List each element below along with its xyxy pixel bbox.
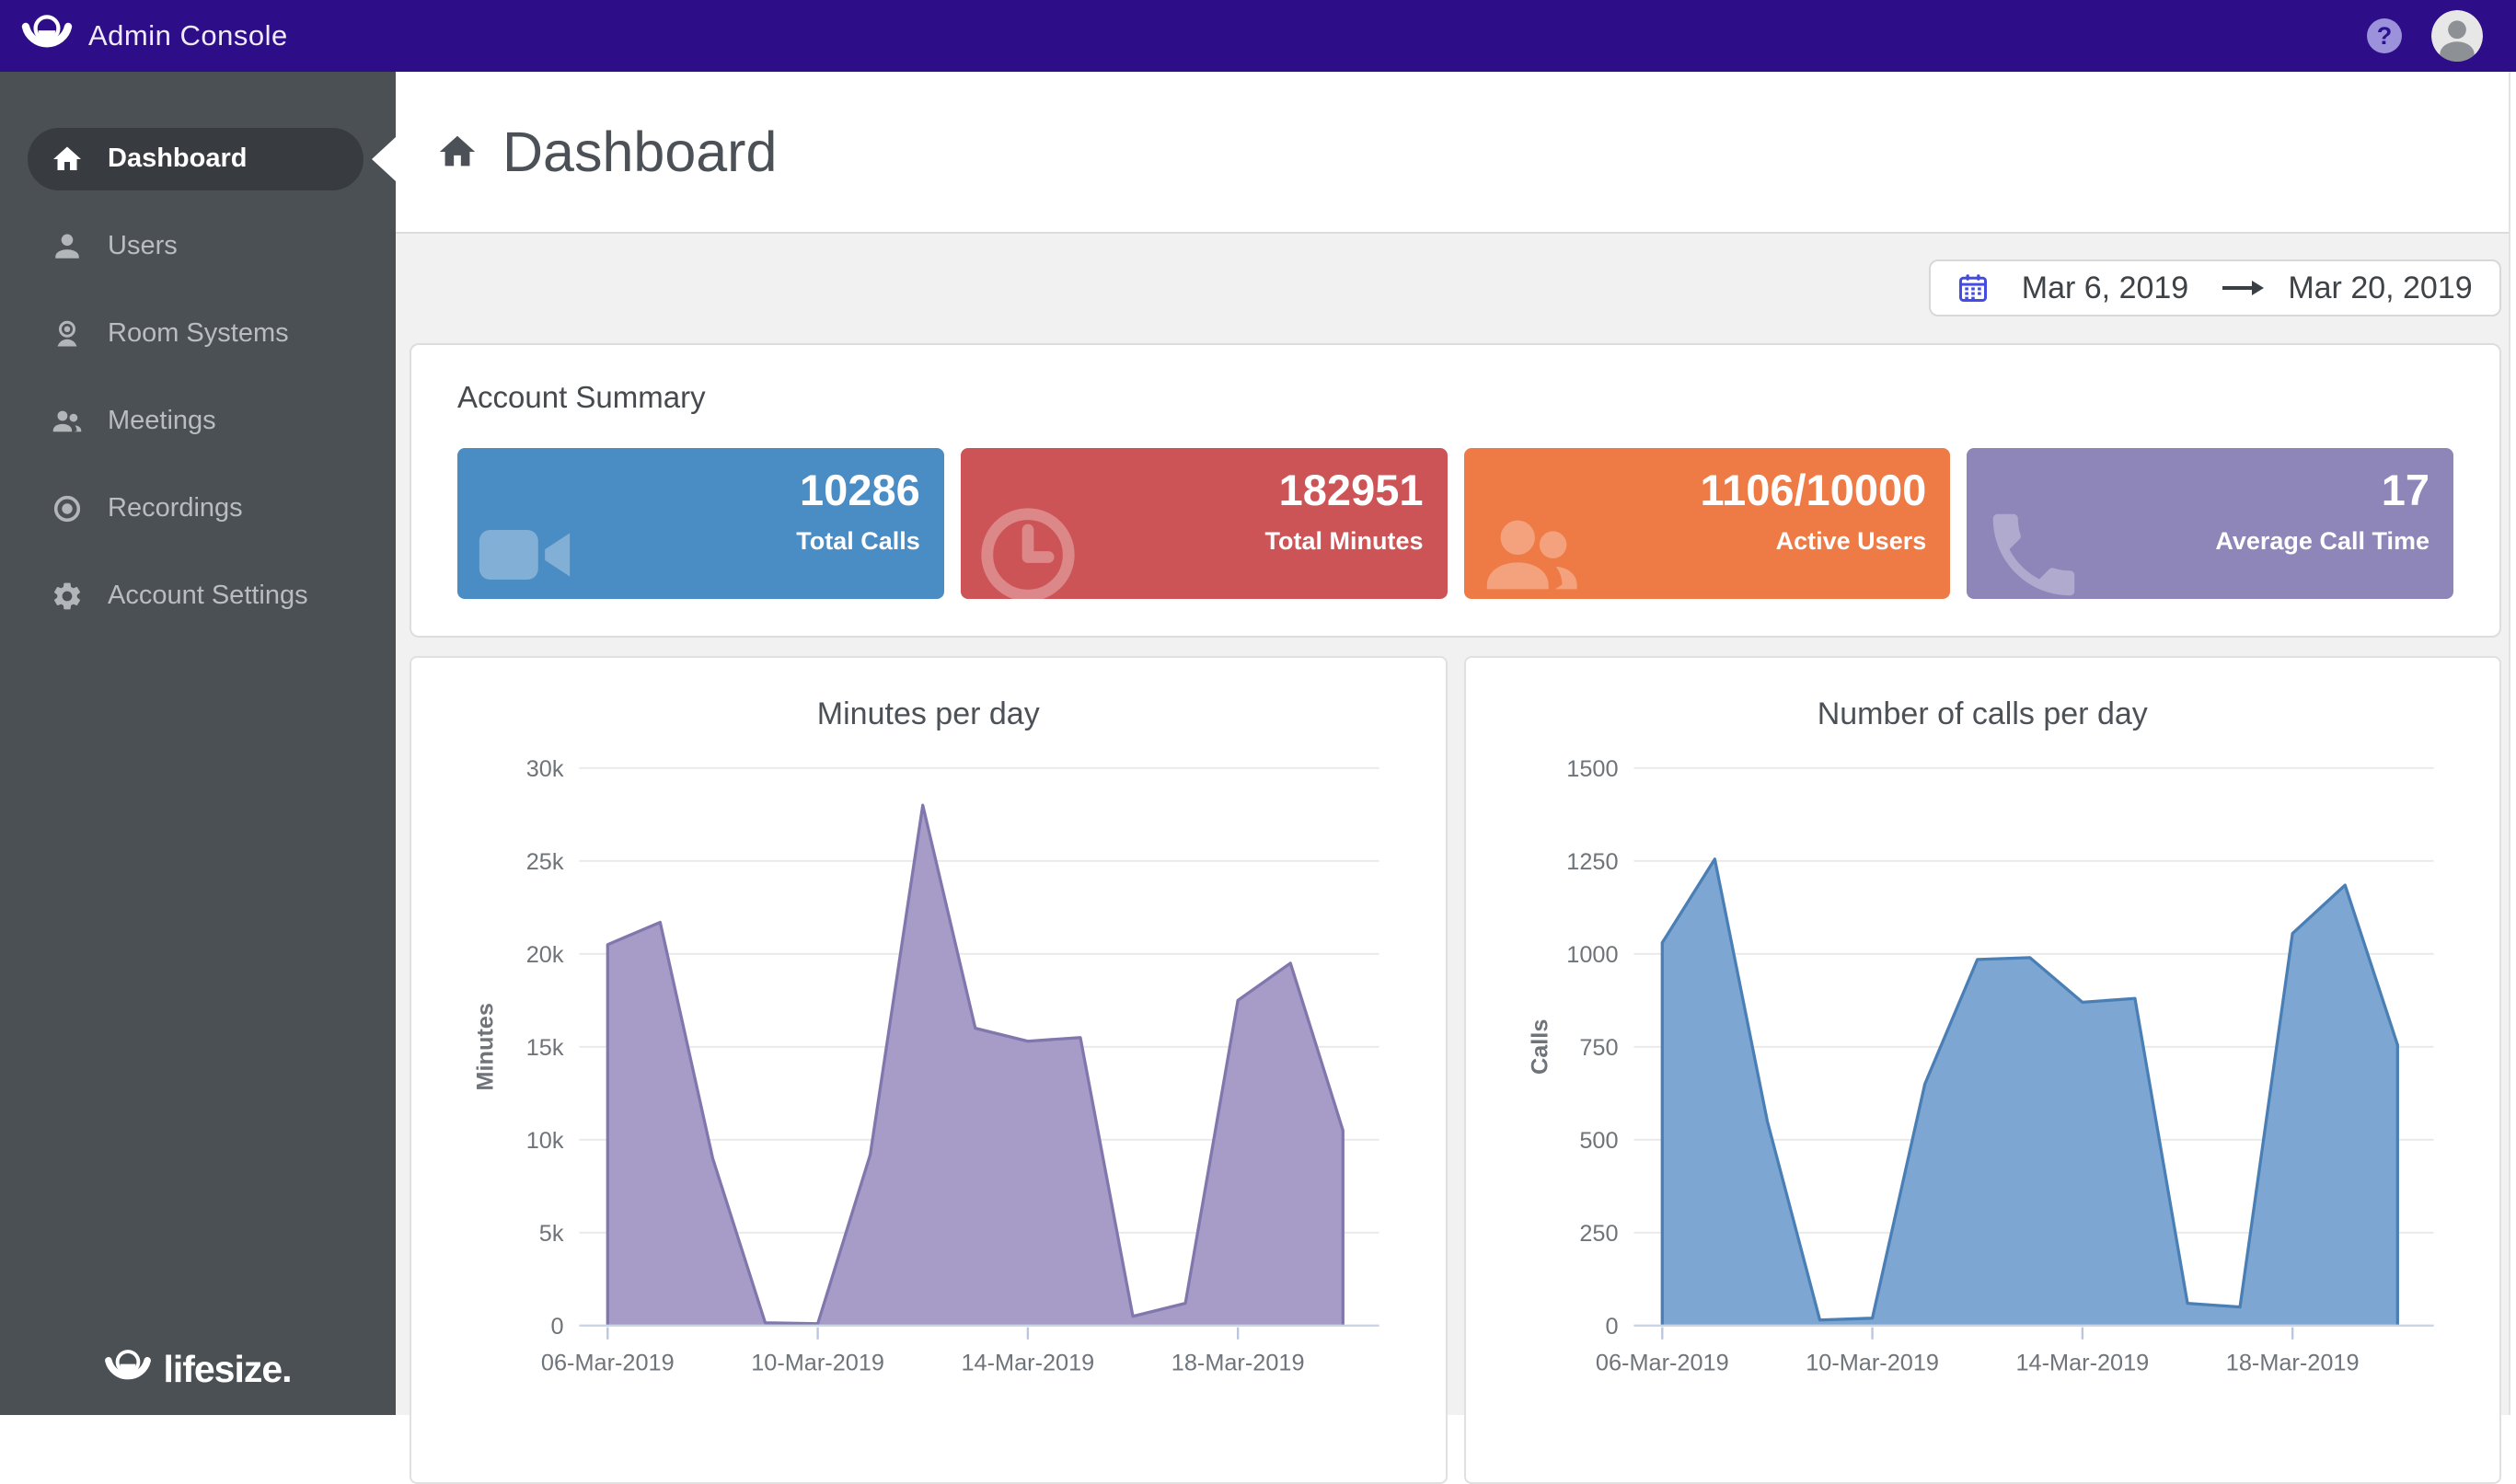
stat-value: 17 bbox=[2382, 465, 2429, 515]
sidebar-item-label: Account Settings bbox=[108, 581, 308, 611]
stat-label: Active Users bbox=[1776, 527, 1927, 556]
stat-card-total-minutes: 182951 Total Minutes bbox=[961, 448, 1448, 599]
stat-value: 1106/10000 bbox=[1701, 465, 1927, 515]
people-icon bbox=[51, 405, 84, 438]
svg-text:20k: 20k bbox=[526, 942, 564, 968]
brand: Admin Console bbox=[20, 12, 288, 60]
svg-text:25k: 25k bbox=[526, 849, 564, 875]
sidebar-item-users[interactable]: Users bbox=[0, 202, 396, 290]
chart-title: Minutes per day bbox=[411, 696, 1446, 732]
stat-card-average-call-time: 17 Average Call Time bbox=[1967, 448, 2453, 599]
lifesize-logo-icon bbox=[20, 12, 74, 60]
svg-text:1500: 1500 bbox=[1566, 756, 1618, 782]
lifesize-footer-logo: lifesize. bbox=[0, 1347, 396, 1391]
top-bar: Admin Console ? bbox=[0, 0, 2516, 72]
charts-row: Minutes per day 0 5k 10k 15k 20k 25k 30k 06-Mar… bbox=[410, 656, 2501, 1484]
stat-value: 182951 bbox=[1279, 465, 1424, 515]
topbar-actions: ? bbox=[2367, 10, 2483, 62]
svg-text:0: 0 bbox=[550, 1314, 563, 1340]
stat-label: Total Calls bbox=[796, 527, 920, 556]
svg-text:14-Mar-2019: 14-Mar-2019 bbox=[2015, 1351, 2149, 1376]
calls-per-day-card: Number of calls per day 0 250 500 750 1000 12… bbox=[1464, 656, 2502, 1484]
svg-text:06-Mar-2019: 06-Mar-2019 bbox=[1595, 1351, 1728, 1376]
scrollbar-gutter[interactable] bbox=[2509, 72, 2516, 1415]
sidebar-item-room-systems[interactable]: Room Systems bbox=[0, 290, 396, 377]
svg-text:5k: 5k bbox=[539, 1221, 564, 1247]
home-icon bbox=[436, 131, 479, 173]
svg-text:10k: 10k bbox=[526, 1128, 564, 1154]
room-camera-icon bbox=[51, 317, 84, 351]
main-content: Dashboard Mar 6, 2019 bbox=[396, 72, 2516, 1415]
lifesize-wordmark: lifesize. bbox=[163, 1348, 291, 1391]
date-end[interactable]: Mar 20, 2019 bbox=[2287, 270, 2474, 306]
svg-text:250: 250 bbox=[1579, 1221, 1618, 1247]
sidebar-item-label: Dashboard bbox=[108, 144, 247, 174]
calls-per-day-chart: 0 250 500 750 1000 1250 1500 06-Mar-2019 10-Mar-… bbox=[1466, 738, 2500, 1419]
date-start[interactable]: Mar 6, 2019 bbox=[2012, 270, 2199, 306]
svg-text:15k: 15k bbox=[526, 1035, 564, 1061]
chart-title: Number of calls per day bbox=[1466, 696, 2500, 732]
people-icon bbox=[1477, 500, 1586, 599]
stat-card-total-calls: 10286 Total Calls bbox=[457, 448, 944, 599]
video-camera-icon bbox=[470, 500, 579, 599]
svg-text:10-Mar-2019: 10-Mar-2019 bbox=[751, 1351, 884, 1376]
lifesize-logo-icon bbox=[104, 1347, 152, 1391]
home-icon bbox=[51, 143, 84, 176]
user-icon bbox=[51, 230, 84, 263]
account-summary-card: Account Summary 10286 Total Calls 182951… bbox=[410, 343, 2501, 638]
account-summary-title: Account Summary bbox=[457, 380, 2453, 415]
sidebar: Dashboard Users Room Systems Meetings bbox=[0, 72, 396, 1415]
svg-text:14-Mar-2019: 14-Mar-2019 bbox=[961, 1351, 1094, 1376]
sidebar-item-label: Room Systems bbox=[108, 318, 289, 349]
content-area: Mar 6, 2019 Mar 20, 2019 Account Summary… bbox=[396, 234, 2516, 1484]
sidebar-item-recordings[interactable]: Recordings bbox=[0, 465, 396, 552]
stat-value: 10286 bbox=[800, 465, 920, 515]
phone-icon bbox=[1979, 500, 2088, 599]
help-glyph: ? bbox=[2377, 22, 2393, 51]
stat-label: Average Call Time bbox=[2215, 527, 2429, 556]
svg-text:06-Mar-2019: 06-Mar-2019 bbox=[541, 1351, 675, 1376]
record-icon bbox=[51, 492, 84, 525]
gear-icon bbox=[51, 580, 84, 613]
page-title: Dashboard bbox=[502, 120, 777, 184]
active-item-arrow bbox=[372, 137, 396, 181]
svg-text:500: 500 bbox=[1579, 1128, 1618, 1154]
stat-label: Total Minutes bbox=[1265, 527, 1424, 556]
help-icon[interactable]: ? bbox=[2367, 18, 2402, 53]
minutes-per-day-chart: 0 5k 10k 15k 20k 25k 30k 06-Mar-2019 10-Mar-2019… bbox=[411, 738, 1446, 1419]
sidebar-item-label: Recordings bbox=[108, 493, 243, 523]
clock-icon bbox=[974, 500, 1082, 599]
minutes-per-day-card: Minutes per day 0 5k 10k 15k 20k 25k 30k 06-Mar… bbox=[410, 656, 1448, 1484]
sidebar-nav: Dashboard Users Room Systems Meetings bbox=[0, 72, 396, 639]
svg-text:18-Mar-2019: 18-Mar-2019 bbox=[1171, 1351, 1305, 1376]
svg-text:0: 0 bbox=[1605, 1314, 1618, 1340]
svg-text:Minutes: Minutes bbox=[473, 1003, 499, 1091]
date-range-picker[interactable]: Mar 6, 2019 Mar 20, 2019 bbox=[1929, 259, 2501, 316]
stat-card-active-users: 1106/10000 Active Users bbox=[1464, 448, 1951, 599]
sidebar-item-account-settings[interactable]: Account Settings bbox=[0, 552, 396, 639]
svg-text:10-Mar-2019: 10-Mar-2019 bbox=[1806, 1351, 1939, 1376]
app-title: Admin Console bbox=[88, 19, 288, 52]
svg-text:1250: 1250 bbox=[1566, 849, 1618, 875]
sidebar-item-label: Meetings bbox=[108, 406, 216, 436]
calendar-icon bbox=[1956, 271, 1990, 305]
toolbar: Mar 6, 2019 Mar 20, 2019 bbox=[410, 259, 2501, 316]
sidebar-item-meetings[interactable]: Meetings bbox=[0, 377, 396, 465]
svg-text:750: 750 bbox=[1579, 1035, 1618, 1061]
sidebar-item-dashboard[interactable]: Dashboard bbox=[0, 115, 396, 202]
sidebar-item-label: Users bbox=[108, 231, 178, 261]
stat-row: 10286 Total Calls 182951 Total Minutes 1… bbox=[457, 448, 2453, 599]
svg-text:30k: 30k bbox=[526, 756, 564, 782]
svg-text:Calls: Calls bbox=[1527, 1019, 1552, 1075]
page-header: Dashboard bbox=[396, 72, 2516, 234]
arrow-right-icon bbox=[2221, 276, 2265, 300]
svg-text:18-Mar-2019: 18-Mar-2019 bbox=[2225, 1351, 2359, 1376]
svg-text:1000: 1000 bbox=[1566, 942, 1618, 968]
avatar[interactable] bbox=[2431, 10, 2483, 62]
